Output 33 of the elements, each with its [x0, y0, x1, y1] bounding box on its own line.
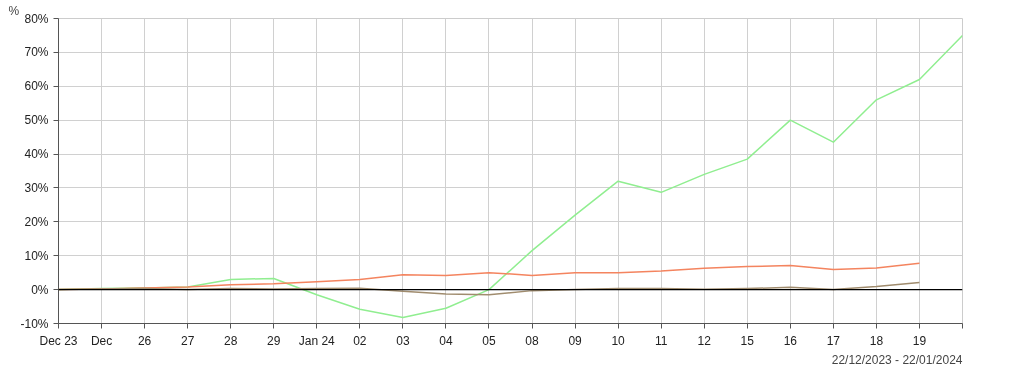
y-tick-label: 20%	[24, 214, 49, 229]
y-axis-title: %	[8, 3, 20, 18]
x-tick-label: 28	[224, 333, 238, 348]
x-tick-label: 03	[396, 333, 410, 348]
x-tick-label: 12	[697, 333, 712, 348]
x-tick-label: Dec 23	[39, 333, 78, 348]
x-tick-label: 17	[826, 333, 841, 348]
x-tick-label: 15	[740, 333, 755, 348]
x-tick-label: 04	[439, 333, 453, 348]
x-tick-label: 19	[912, 333, 927, 348]
x-tick-label: 08	[525, 333, 540, 348]
y-tick-label: 40%	[24, 147, 49, 162]
x-tick-label: 16	[783, 333, 798, 348]
x-tick-label: 18	[869, 333, 884, 348]
x-tick-label: 05	[482, 333, 496, 348]
y-tick-label: -10%	[20, 316, 49, 331]
x-tick-label: 11	[654, 333, 668, 348]
x-tick-label: Dec	[90, 333, 113, 348]
x-tick-label: Jan 24	[298, 333, 336, 348]
y-tick-label: 80%	[24, 11, 49, 26]
x-tick-label: 26	[137, 333, 152, 348]
x-tick-label: 09	[568, 333, 583, 348]
x-tick-label: 02	[353, 333, 367, 348]
text: 22/12/2023 - 22/01/2024	[831, 352, 963, 367]
y-tick-label: 50%	[24, 113, 49, 128]
y-tick-label: 60%	[24, 79, 49, 94]
x-tick-label: 10	[611, 333, 626, 348]
y-tick-label: 70%	[24, 45, 49, 60]
y-tick-label: 30%	[24, 180, 49, 195]
x-tick-label: 29	[267, 333, 281, 348]
x-tick-label: 27	[180, 333, 195, 348]
y-tick-label: 10%	[24, 248, 49, 263]
y-tick-label: 0%	[31, 282, 49, 297]
